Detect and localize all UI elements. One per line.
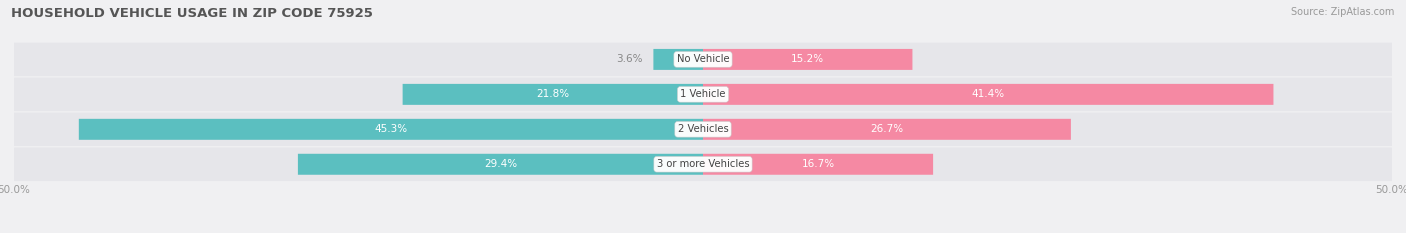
FancyBboxPatch shape — [703, 49, 912, 70]
FancyBboxPatch shape — [703, 84, 1274, 105]
Text: Source: ZipAtlas.com: Source: ZipAtlas.com — [1291, 7, 1395, 17]
Text: 26.7%: 26.7% — [870, 124, 904, 134]
Text: 3 or more Vehicles: 3 or more Vehicles — [657, 159, 749, 169]
FancyBboxPatch shape — [14, 147, 1392, 181]
Text: 2 Vehicles: 2 Vehicles — [678, 124, 728, 134]
Text: 15.2%: 15.2% — [792, 55, 824, 64]
Text: No Vehicle: No Vehicle — [676, 55, 730, 64]
Text: 41.4%: 41.4% — [972, 89, 1005, 99]
Text: 1 Vehicle: 1 Vehicle — [681, 89, 725, 99]
FancyBboxPatch shape — [14, 43, 1392, 76]
FancyBboxPatch shape — [703, 119, 1071, 140]
FancyBboxPatch shape — [14, 113, 1392, 146]
Text: 3.6%: 3.6% — [616, 55, 643, 64]
FancyBboxPatch shape — [298, 154, 703, 175]
FancyBboxPatch shape — [703, 154, 934, 175]
FancyBboxPatch shape — [14, 78, 1392, 111]
Text: 16.7%: 16.7% — [801, 159, 835, 169]
FancyBboxPatch shape — [654, 49, 703, 70]
FancyBboxPatch shape — [79, 119, 703, 140]
Text: 21.8%: 21.8% — [536, 89, 569, 99]
Text: 45.3%: 45.3% — [374, 124, 408, 134]
Text: 29.4%: 29.4% — [484, 159, 517, 169]
Text: HOUSEHOLD VEHICLE USAGE IN ZIP CODE 75925: HOUSEHOLD VEHICLE USAGE IN ZIP CODE 7592… — [11, 7, 373, 20]
FancyBboxPatch shape — [402, 84, 703, 105]
